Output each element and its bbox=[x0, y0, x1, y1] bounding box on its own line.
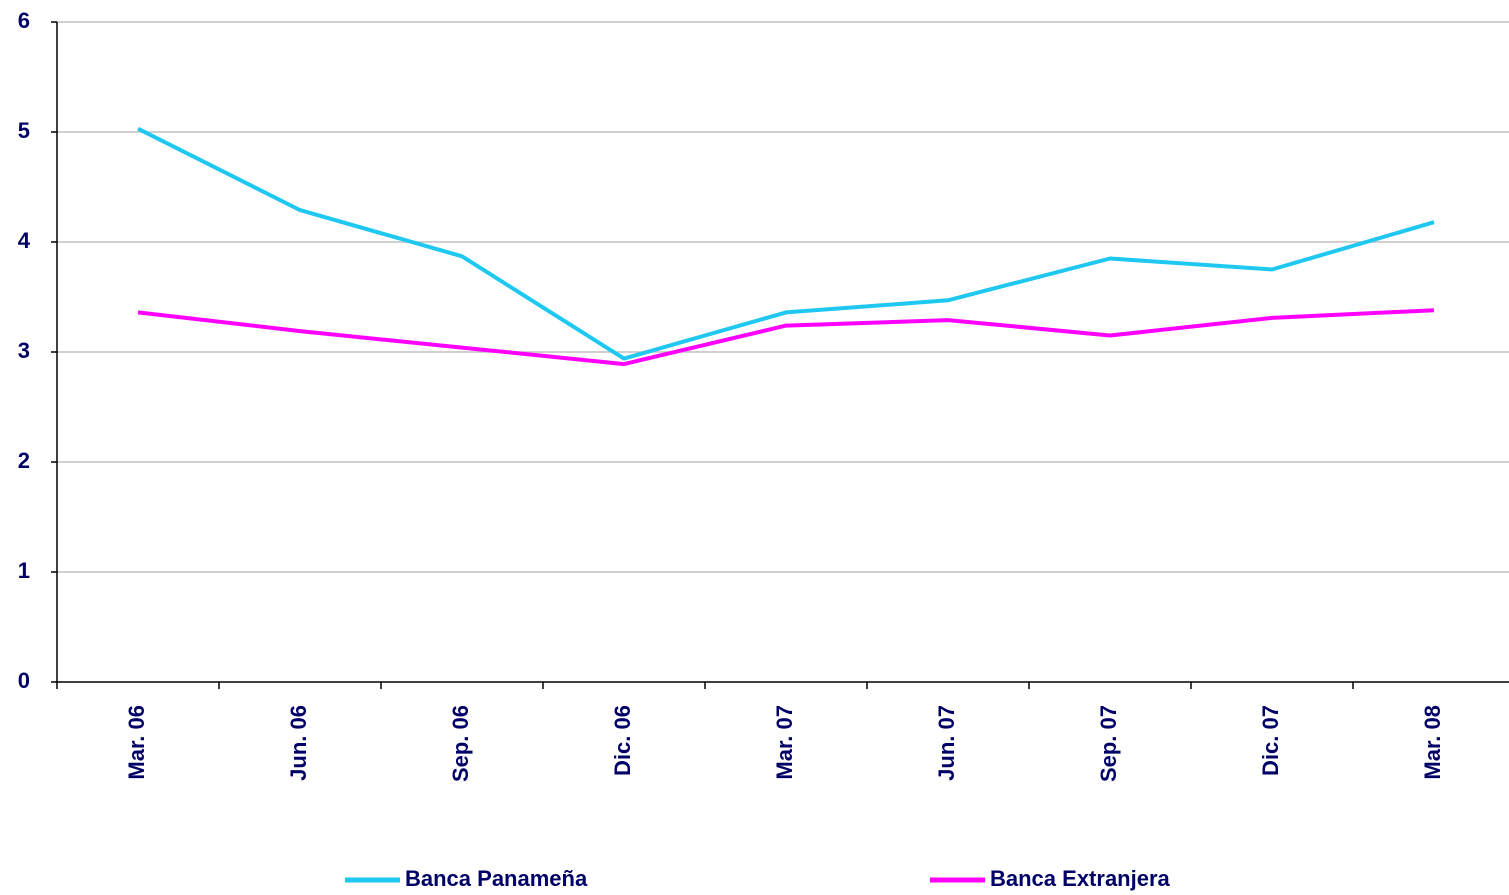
y-tick-label: 6 bbox=[18, 8, 30, 33]
x-tick-label: Mar. 06 bbox=[124, 705, 149, 780]
x-tick-label: Jun. 07 bbox=[934, 705, 959, 781]
y-tick-label: 1 bbox=[18, 558, 30, 583]
legend-label: Banca Extranjera bbox=[990, 866, 1171, 891]
x-tick-label: Dic. 06 bbox=[610, 705, 635, 776]
x-tick-label: Dic. 07 bbox=[1258, 705, 1283, 776]
series-line bbox=[137, 126, 1435, 361]
x-tick-label: Mar. 08 bbox=[1420, 705, 1445, 780]
y-tick-label: 0 bbox=[18, 668, 30, 693]
y-tick-label: 5 bbox=[18, 118, 30, 143]
y-tick-label: 3 bbox=[18, 338, 30, 363]
y-tick-label: 4 bbox=[18, 228, 31, 253]
legend-label: Banca Panameña bbox=[405, 866, 588, 891]
x-tick-label: Mar. 07 bbox=[772, 705, 797, 780]
x-tick-label: Sep. 07 bbox=[1096, 705, 1121, 782]
series-line bbox=[137, 308, 1435, 367]
x-tick-label: Jun. 06 bbox=[286, 705, 311, 781]
y-tick-label: 2 bbox=[18, 448, 30, 473]
x-tick-label: Sep. 06 bbox=[448, 705, 473, 782]
